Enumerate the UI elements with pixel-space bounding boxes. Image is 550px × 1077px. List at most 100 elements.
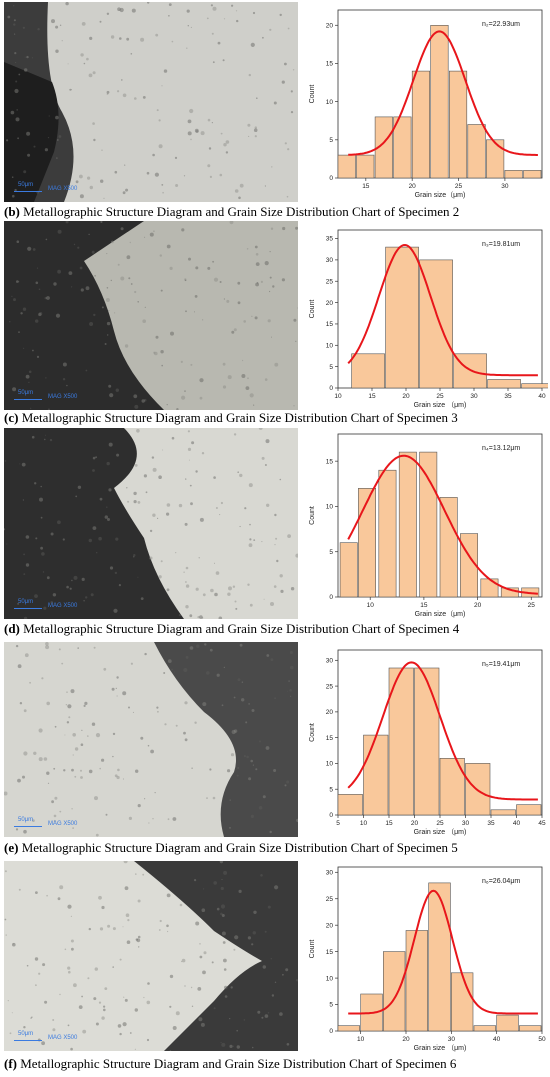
grain-speck: [170, 331, 174, 336]
grain-speck: [265, 746, 270, 750]
grain-speck: [273, 585, 277, 588]
grain-speck: [45, 238, 48, 241]
grain-speck: [18, 73, 21, 76]
grain-speck: [252, 931, 256, 935]
grain-speck: [91, 250, 95, 254]
grain-speck: [239, 525, 241, 528]
grain-speck: [189, 108, 194, 114]
grain-speck: [41, 677, 44, 680]
chart-d: 10 15 20 25 0 5 10 15 Grain size（μm) Count n₄=13.1…: [302, 428, 548, 619]
grain-speck: [35, 891, 38, 894]
grain-speck: [22, 499, 24, 501]
grain-speck: [67, 704, 72, 709]
grain-speck: [190, 26, 192, 28]
grain-speck: [16, 280, 19, 283]
y-tick-label: 5: [329, 786, 333, 793]
x-tick-label: 50: [538, 1036, 546, 1043]
magnification-label: MAG X500: [48, 1035, 78, 1041]
grain-speck: [27, 153, 31, 157]
grain-speck: [137, 301, 139, 303]
grain-speck: [154, 172, 159, 177]
grain-speck: [51, 800, 54, 804]
grain-speck: [15, 644, 19, 648]
grain-speck: [155, 335, 159, 339]
grain-speck: [167, 818, 170, 821]
grain-speck: [12, 943, 15, 945]
grain-speck: [67, 904, 72, 909]
grain-speck: [103, 1005, 106, 1008]
grain-speck: [128, 277, 131, 280]
grain-speck: [178, 503, 183, 508]
grain-speck: [229, 1044, 233, 1048]
grain-speck: [158, 475, 162, 479]
grain-speck: [148, 822, 150, 824]
grain-speck: [126, 940, 131, 944]
grain-speck: [295, 226, 298, 230]
grain-speck: [261, 1016, 264, 1019]
grain-speck: [134, 1048, 136, 1050]
grain-speck: [265, 439, 270, 444]
grain-speck: [181, 228, 185, 232]
grain-speck: [270, 658, 274, 661]
grain-speck: [274, 885, 279, 890]
grain-speck: [55, 313, 61, 318]
x-tick-label: 20: [411, 820, 419, 827]
grain-speck: [223, 143, 227, 147]
grain-speck: [62, 538, 65, 541]
scale-bar-line: [14, 826, 42, 827]
grain-speck: [243, 755, 246, 758]
grain-speck: [107, 334, 109, 336]
grain-speck: [221, 1042, 226, 1047]
grain-speck: [199, 378, 204, 383]
y-axis-label: Count: [309, 940, 316, 959]
grain-speck: [245, 386, 250, 390]
grain-speck: [126, 255, 131, 260]
grain-speck: [146, 1038, 150, 1042]
histogram-bar: [356, 154, 375, 179]
grain-speck: [48, 115, 50, 117]
grain-speck: [111, 240, 114, 244]
grain-speck: [50, 532, 54, 536]
grain-speck: [231, 729, 236, 735]
grain-speck: [46, 576, 50, 580]
grain-speck: [285, 968, 289, 972]
grain-speck: [57, 229, 62, 234]
grain-speck: [36, 267, 39, 269]
grain-speck: [194, 311, 195, 313]
grain-speck: [150, 749, 155, 754]
grain-speck: [266, 503, 270, 507]
grain-speck: [23, 347, 25, 349]
grain-speck: [269, 290, 271, 293]
grain-speck: [252, 11, 256, 15]
grain-speck: [231, 4, 234, 7]
grain-speck: [57, 269, 61, 274]
grain-speck: [161, 364, 163, 367]
grain-speck: [16, 109, 19, 111]
grain-speck: [23, 573, 26, 575]
grain-speck: [152, 513, 156, 517]
grain-speck: [223, 870, 228, 875]
grain-speck: [200, 131, 205, 136]
grain-speck: [154, 351, 158, 356]
grain-speck: [238, 196, 241, 200]
grain-speck: [119, 37, 122, 40]
grain-speck: [92, 469, 95, 472]
grain-speck: [231, 330, 235, 334]
grain-speck: [212, 6, 217, 11]
grain-speck: [211, 32, 214, 35]
grain-speck: [239, 473, 243, 478]
grain-speck: [30, 407, 32, 409]
grain-speck: [225, 140, 230, 144]
grain-speck: [166, 924, 169, 928]
grain-speck: [18, 331, 20, 333]
grain-speck: [10, 110, 15, 115]
histogram-bar: [496, 1014, 519, 1032]
panel-row-d: 50μm MAG X500 10 15 20 25 0 5 10 15 Grain size（μm…: [0, 426, 550, 641]
grain-speck: [187, 131, 192, 136]
grain-speck: [184, 985, 186, 987]
grain-speck: [9, 321, 11, 323]
grain-speck: [144, 236, 146, 238]
grain-speck: [30, 1017, 32, 1019]
grain-speck: [101, 1016, 105, 1020]
